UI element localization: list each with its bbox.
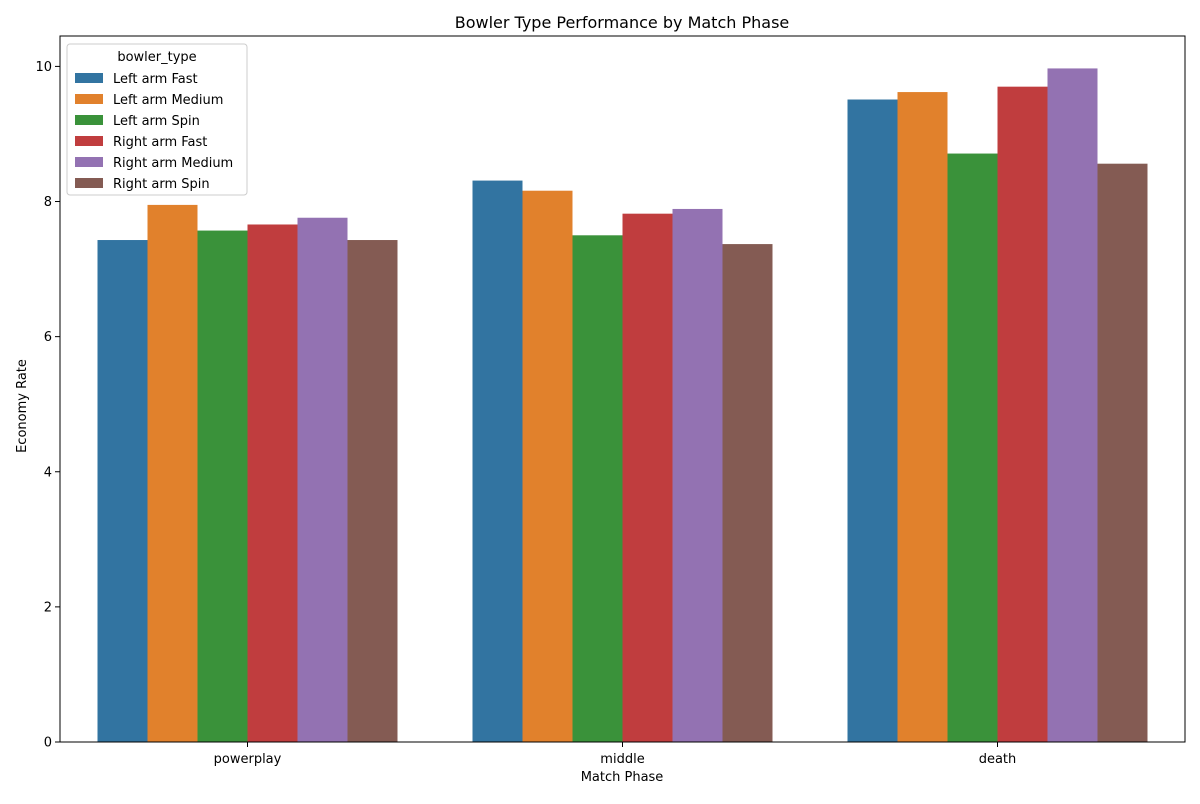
bar xyxy=(997,86,1048,743)
x-tick-label: middle xyxy=(600,752,644,767)
y-tick-label: 8 xyxy=(44,195,52,210)
x-axis-label: Match Phase xyxy=(581,770,664,785)
legend-label: Right arm Medium xyxy=(113,156,233,171)
legend-swatch xyxy=(75,73,103,83)
y-tick-label: 2 xyxy=(44,600,52,615)
bar xyxy=(897,92,948,742)
bar xyxy=(672,208,723,742)
bar xyxy=(197,230,248,742)
bar xyxy=(347,240,398,742)
legend-label: Right arm Spin xyxy=(113,177,210,192)
legend: bowler_type Left arm Fast Left arm Medium… xyxy=(66,43,248,196)
bar xyxy=(1097,163,1148,742)
legend-label: Left arm Fast xyxy=(113,72,198,87)
y-tick-label: 6 xyxy=(44,330,52,345)
legend-swatch xyxy=(75,178,103,188)
legend-frame xyxy=(66,43,248,196)
legend-swatch xyxy=(75,115,103,125)
plot-frame xyxy=(59,35,1186,743)
bar xyxy=(297,217,348,743)
x-tick-label: death xyxy=(979,752,1017,767)
legend-swatch xyxy=(75,136,103,146)
legend-title: bowler_type xyxy=(117,50,196,65)
legend-swatch xyxy=(75,94,103,104)
bar xyxy=(247,224,298,743)
bars-layer xyxy=(97,68,1148,743)
bar xyxy=(847,99,898,742)
bar xyxy=(147,204,198,742)
bar xyxy=(1047,68,1098,743)
legend-label: Right arm Fast xyxy=(113,135,207,150)
legend-label: Left arm Spin xyxy=(113,114,200,129)
bar xyxy=(622,213,673,742)
chart-title: Bowler Type Performance by Match Phase xyxy=(455,13,790,32)
y-tick-label: 0 xyxy=(44,736,52,751)
bar xyxy=(97,240,148,742)
bar xyxy=(572,235,623,743)
axes-layer: powerplay middle death 0 2 4 6 8 10 xyxy=(35,35,1186,767)
legend-items: Left arm Fast Left arm Medium Left arm Spi… xyxy=(75,72,233,192)
x-tick-label: powerplay xyxy=(214,752,282,767)
y-tick-label: 10 xyxy=(35,60,52,75)
legend-label: Left arm Medium xyxy=(113,93,223,108)
y-axis-label: Economy Rate xyxy=(15,359,30,453)
legend-swatch xyxy=(75,157,103,167)
y-tick-label: 4 xyxy=(44,465,52,480)
bar xyxy=(522,190,573,742)
bar xyxy=(472,180,523,742)
bar xyxy=(947,153,998,743)
bar xyxy=(722,244,773,742)
